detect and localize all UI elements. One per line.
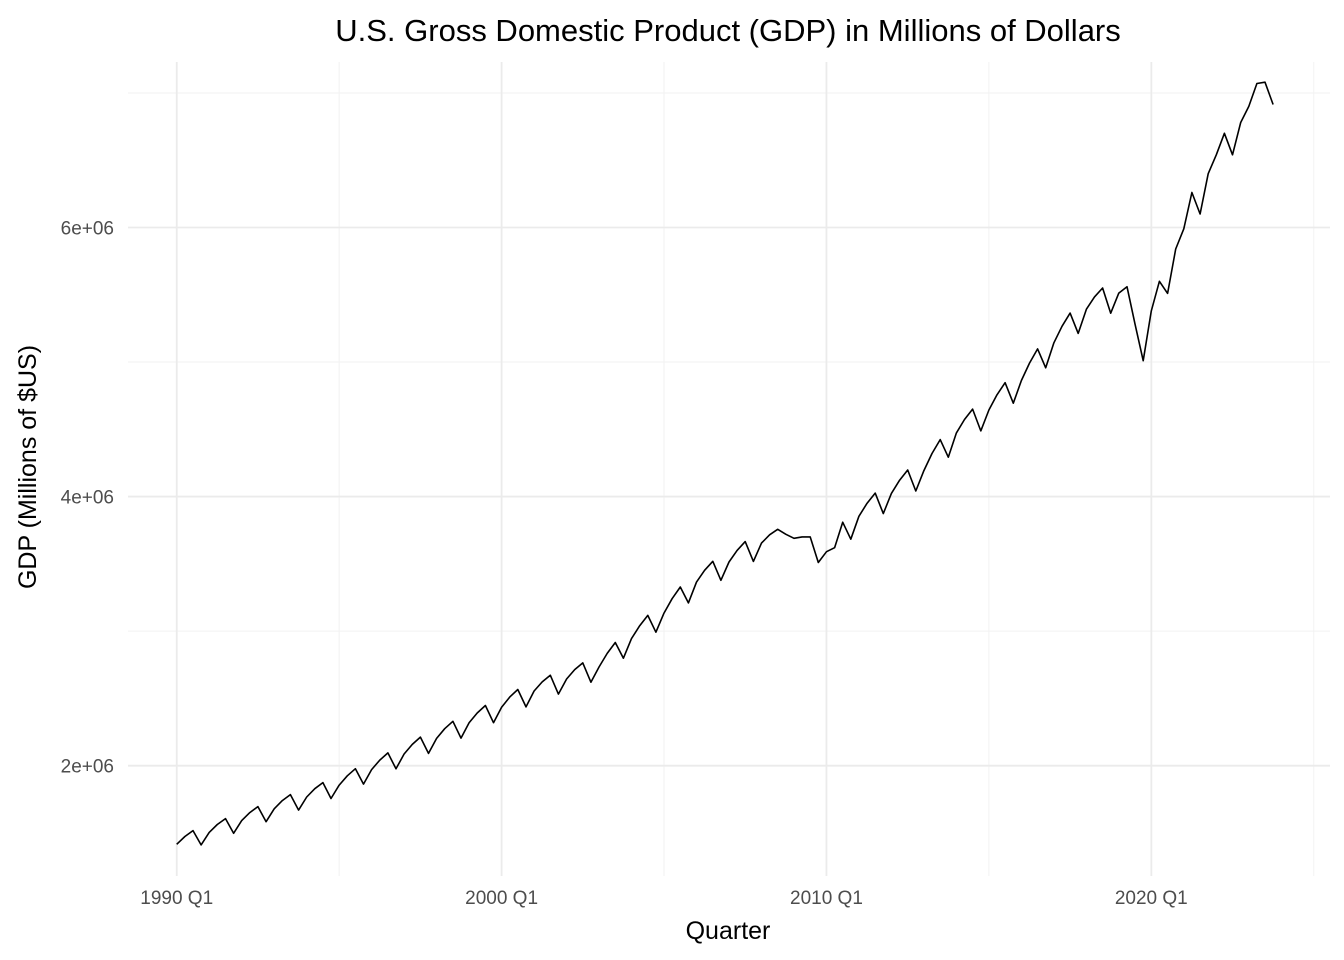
y-tick-label: 2e+06 <box>61 757 114 778</box>
y-axis-title: GDP (Millions of $US) <box>14 345 42 589</box>
y-tick-label: 4e+06 <box>61 488 114 509</box>
x-axis-tick-labels: 1990 Q1 2000 Q1 2010 Q1 2020 Q1 <box>140 888 1188 909</box>
minor-gridlines <box>128 62 1330 876</box>
x-tick-label: 2020 Q1 <box>1115 888 1188 909</box>
y-tick-label: 6e+06 <box>61 218 114 239</box>
x-tick-label: 2010 Q1 <box>790 888 863 909</box>
gdp-series-line <box>176 81 1274 846</box>
x-tick-label: 1990 Q1 <box>140 888 213 909</box>
x-tick-label: 2000 Q1 <box>465 888 538 909</box>
major-gridlines <box>128 62 1330 876</box>
y-axis-tick-labels: 2e+06 4e+06 6e+06 <box>61 218 114 777</box>
chart-title: U.S. Gross Domestic Product (GDP) in Mil… <box>335 13 1121 48</box>
x-axis-title: Quarter <box>686 917 771 945</box>
